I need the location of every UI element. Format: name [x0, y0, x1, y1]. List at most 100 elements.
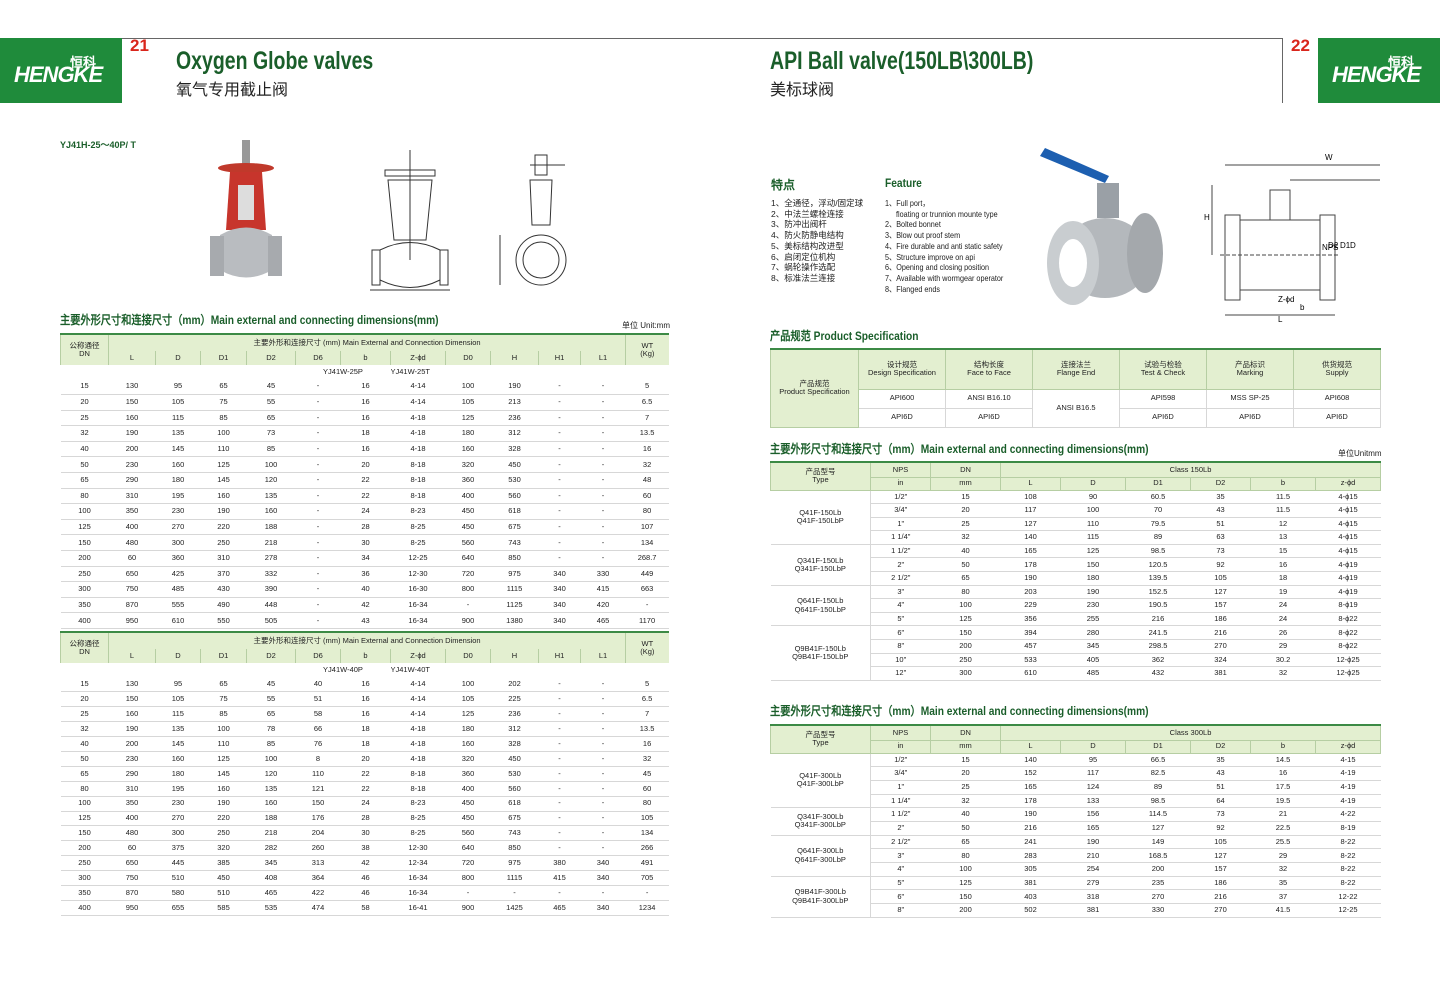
- cell-text: 4-19: [1340, 795, 1356, 805]
- cell-text: 180: [171, 768, 185, 778]
- cell-text: 1 1/2": [891, 546, 911, 556]
- cell-text: 8-22: [1340, 836, 1356, 846]
- table-cell: 135: [246, 488, 296, 505]
- table-cell: 195: [155, 781, 201, 797]
- table-cell: 8-25: [390, 811, 446, 827]
- table-cell: 400: [60, 612, 109, 629]
- cell-text: -: [601, 459, 605, 469]
- table-cell: 20: [930, 503, 1001, 518]
- table-cell: 45: [625, 766, 669, 782]
- cell-text: Q41F-150LbP: [796, 516, 844, 526]
- cell-text: -: [316, 584, 320, 594]
- cell-text: 408: [264, 872, 278, 882]
- cell-text: 76: [313, 738, 323, 748]
- table-cell: 32: [930, 794, 1001, 809]
- table-cell: 450: [490, 456, 539, 474]
- cell-text: 266: [640, 843, 654, 853]
- feature-item: 1、Full port，: [885, 198, 930, 208]
- cell-text: 4-19: [1340, 768, 1356, 778]
- table-cell: 4-18: [390, 721, 446, 738]
- table-cell: 4": [870, 862, 931, 877]
- table-cell: 490: [200, 597, 247, 614]
- table-cell: 13: [1250, 530, 1316, 545]
- table-cell: 345: [246, 855, 296, 872]
- table-cell: 115: [1060, 530, 1126, 545]
- cell-text: 340: [596, 902, 610, 912]
- table-cell: 95: [155, 379, 201, 396]
- table-cell: 152.5: [1125, 585, 1191, 600]
- table-cell: 85: [246, 441, 296, 458]
- table-cell: 78: [246, 721, 296, 738]
- table-cell: 160: [155, 456, 201, 474]
- cell-text: 385: [217, 858, 230, 867]
- cell-text: 360: [461, 475, 475, 485]
- cell-text: 25.5: [1275, 836, 1291, 846]
- data-row: 100 350 230 190 160 150 24 8-23 450 618- -80: [60, 796, 669, 812]
- cell-text: 241: [1024, 836, 1037, 846]
- feature-item: 1、全通径，浮动/固定球: [771, 198, 864, 208]
- table-cell: -: [580, 456, 626, 474]
- table-cell: 133: [1060, 794, 1126, 809]
- table-cell: 139.5: [1125, 571, 1191, 586]
- cell-text: 12-25: [408, 553, 428, 563]
- feature-item: 3、Blow out proof stem: [885, 230, 961, 241]
- table-cell: 4-22: [1315, 807, 1381, 822]
- table-cell: -: [538, 825, 581, 842]
- cell-text: 480: [125, 828, 139, 838]
- table-cell: 16-34: [390, 612, 446, 629]
- table-cell: 89: [1125, 530, 1191, 545]
- cell-text: -: [601, 412, 605, 422]
- cell-text: 150: [311, 798, 325, 808]
- header-cell: DN: [930, 461, 1001, 478]
- data-row: 1" 25 127 110 79.5 51 12 4-ϕ15: [771, 517, 1381, 532]
- table-cell: 64: [1190, 794, 1251, 809]
- cell-text: 381: [1086, 905, 1100, 915]
- table-cell: 445: [155, 855, 201, 872]
- cell-text: b: [1280, 741, 1286, 751]
- cell-text: 79.5: [1150, 518, 1166, 528]
- cell-text: 640: [461, 553, 475, 563]
- table-cell: 45: [246, 379, 296, 396]
- cell-text: 8-22: [1340, 850, 1356, 860]
- cell-text: 290: [125, 768, 139, 778]
- table-cell: 150: [60, 534, 109, 552]
- cell-text: 278: [264, 553, 278, 563]
- cell-text: 35: [1216, 754, 1225, 764]
- cell-text: 45: [266, 679, 276, 689]
- cell-text: 186: [1214, 877, 1227, 887]
- table-cell: 130: [108, 379, 156, 396]
- cell-text: 8-18: [410, 783, 426, 793]
- feature-item: floating or trunnion mounte type: [896, 208, 998, 219]
- cell-text: DN: [79, 349, 90, 358]
- table-cell: 188: [246, 519, 296, 536]
- table-cell: 82.5: [1125, 766, 1191, 781]
- cell-text: 8-18: [410, 459, 426, 469]
- table-cell: 450: [490, 751, 539, 767]
- cell-text: 22: [361, 768, 370, 778]
- table-cell: -: [580, 519, 626, 536]
- table-cell: 535: [246, 900, 296, 916]
- feature-item: 5、Structure improve on api: [885, 251, 975, 262]
- cell-text: 320: [461, 753, 475, 763]
- table-cell: -: [538, 488, 581, 505]
- cell-text: 10": [895, 654, 907, 664]
- table-cell: Q41F-150Lb Q41F-150LbP: [770, 490, 871, 545]
- table-cell: -: [538, 456, 581, 474]
- cell-text: 180: [171, 475, 185, 485]
- cell-text: b: [363, 352, 368, 362]
- cell-text: 51: [1216, 782, 1225, 792]
- table-cell: 241.5: [1125, 625, 1191, 641]
- cell-text: 340: [596, 858, 610, 867]
- cell-text: Class 150Lb: [1169, 464, 1212, 474]
- table-cell: 190: [490, 379, 539, 396]
- cell-text: 290: [125, 475, 139, 485]
- cell-text: Design Specification: [868, 368, 936, 378]
- header-cell: H1: [538, 649, 581, 663]
- table-cell: 7: [625, 410, 669, 427]
- cell-text: 2": [897, 823, 905, 833]
- cell-text: 705: [640, 872, 654, 882]
- cell-text: D: [1090, 478, 1096, 488]
- cell-text: 40: [961, 809, 970, 819]
- table-cell: 320: [200, 840, 247, 857]
- cell-text: 220: [217, 522, 230, 532]
